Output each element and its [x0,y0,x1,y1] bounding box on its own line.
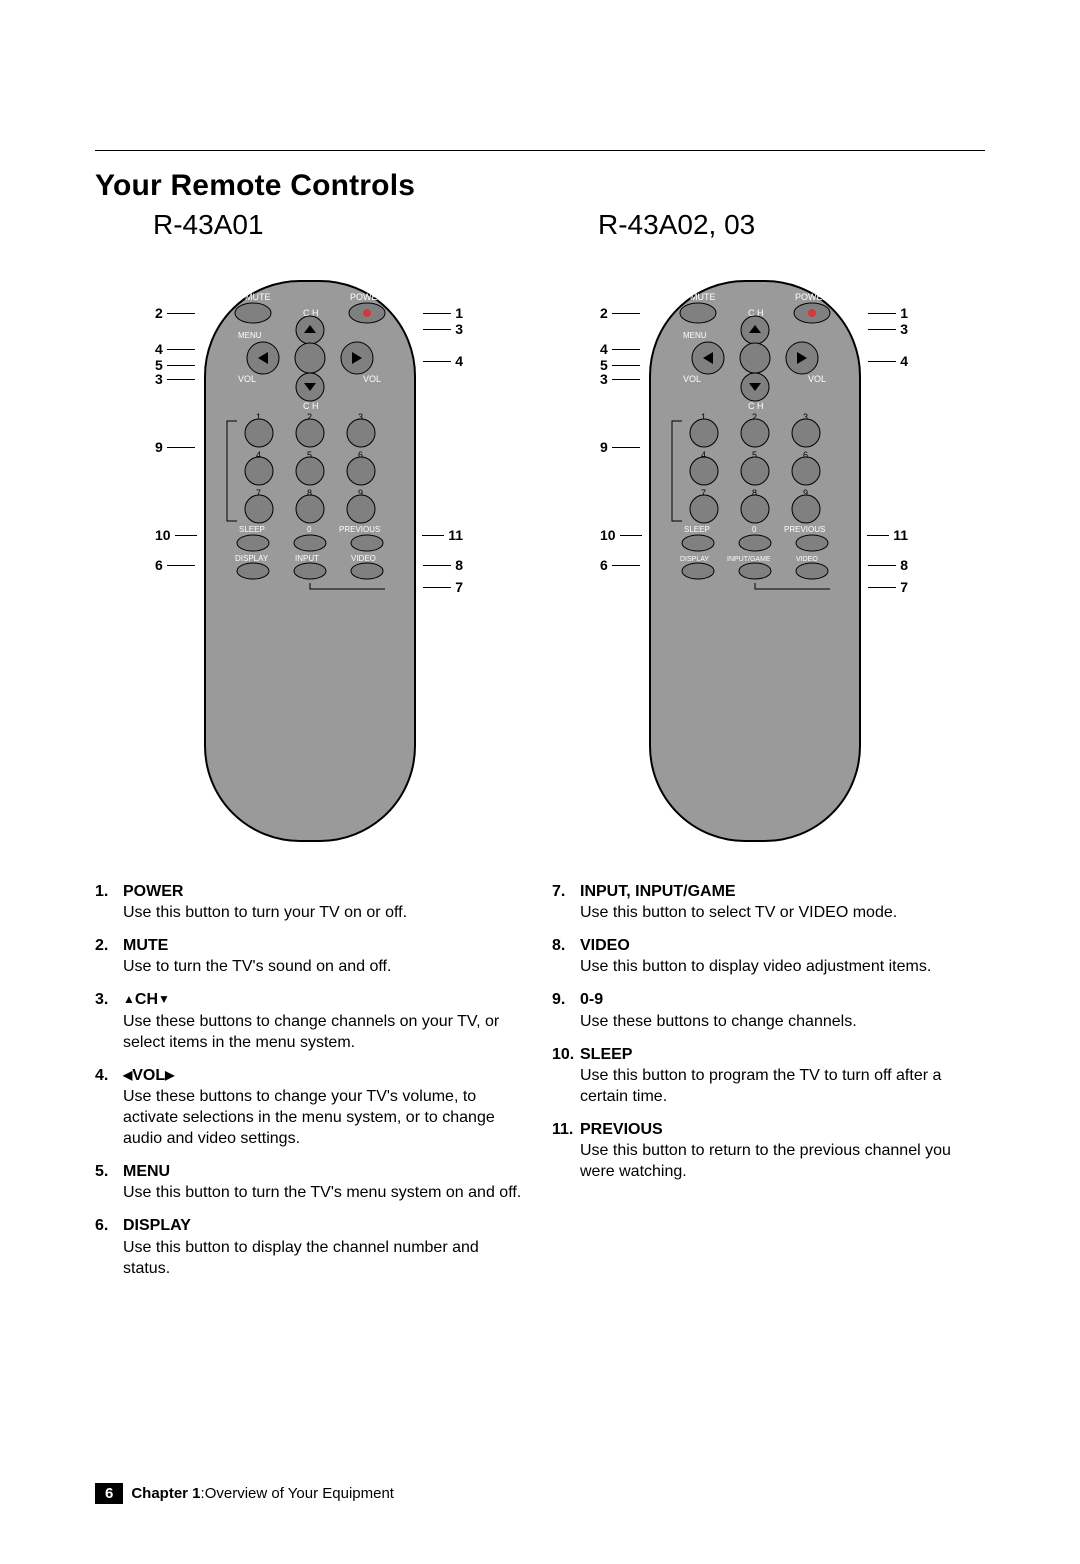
model-title-left: R-43A01 [95,209,540,241]
label-menu: MENU [238,331,262,340]
chapter-title: Overview of Your Equipment [205,1485,394,1502]
svg-text:PREVIOUS: PREVIOUS [784,525,825,534]
remote-diagram-left: 2 4 5 3 9 10 6 1 3 4 11 8 7 MUTE [95,261,525,861]
callout-3b: 3 [600,371,640,387]
top-rule [95,150,985,151]
desc-6: 6. DISPLAYUse this button to display the… [95,1215,528,1278]
svg-text:INPUT/GAME: INPUT/GAME [727,556,771,563]
callout-8b: 8 [868,557,908,573]
callout-2b: 2 [600,305,640,321]
svg-text:MUTE: MUTE [690,292,716,302]
model-col-right: R-43A02, 03 2 4 5 3 9 10 6 1 3 4 11 8 7 … [540,209,985,861]
callout-4r: 4 [423,353,463,369]
callout-2: 2 [155,305,195,321]
svg-text:VIDEO: VIDEO [351,554,376,563]
digit-grid: 1 2 3 4 5 6 7 8 [245,412,375,523]
desc-10: 10. SLEEPUse this button to program the … [552,1044,985,1107]
label-vol-l: VOL [238,374,256,384]
svg-text:SLEEP: SLEEP [239,525,265,534]
callout-7b: 7 [868,579,908,595]
svg-text:VIDEO: VIDEO [796,556,818,563]
desc-8: 8. VIDEOUse this button to display video… [552,935,985,977]
callout-4rb: 4 [868,353,908,369]
desc-11: 11. PREVIOUSUse this button to return to… [552,1119,985,1182]
models-row: R-43A01 2 4 5 3 9 10 6 1 3 4 11 8 7 [95,209,985,861]
desc-7: 7. INPUT, INPUT/GAMEUse this button to s… [552,881,985,923]
main-title: Your Remote Controls [95,169,985,203]
callout-1b: 1 [868,305,908,321]
callout-9: 9 [155,439,195,455]
svg-text:VOL: VOL [808,374,826,384]
desc-5: 5. MENUUse this button to turn the TV's … [95,1161,528,1203]
svg-text:DISPLAY: DISPLAY [680,556,709,563]
desc-1: 1. POWERUse this button to turn your TV … [95,881,528,923]
remote-diagram-right: 2 4 5 3 9 10 6 1 3 4 11 8 7 MUTE POWER [540,261,970,861]
label-vol-r: VOL [363,374,381,384]
svg-text:PREVIOUS: PREVIOUS [339,525,380,534]
svg-text:SLEEP: SLEEP [684,525,710,534]
svg-text:POWER: POWER [795,292,830,302]
label-ch-bot: C H [303,401,319,411]
label-power: POWER [350,292,385,302]
callout-11b: 11 [867,527,908,543]
desc-col-right: 7. INPUT, INPUT/GAMEUse this button to s… [552,881,985,1291]
page-footer: 6 Chapter 1 : Overview of Your Equipment [95,1483,394,1504]
callout-4: 4 [155,341,195,357]
svg-text:0: 0 [307,525,312,534]
model-col-left: R-43A01 2 4 5 3 9 10 6 1 3 4 11 8 7 [95,209,540,861]
chapter-label: Chapter 1 [131,1485,200,1502]
callout-8: 8 [423,557,463,573]
svg-text:C H: C H [748,401,764,411]
svg-text:DISPLAY: DISPLAY [235,554,269,563]
desc-3: 3. ▲CH▼Use these buttons to change chann… [95,989,528,1052]
callout-6: 6 [155,557,195,573]
callout-11: 11 [422,527,463,543]
descriptions: 1. POWERUse this button to turn your TV … [95,881,985,1291]
desc-9: 9. 0-9Use these buttons to change channe… [552,989,985,1031]
callout-3r: 3 [423,321,463,337]
mute-button [235,303,271,323]
menu-button [295,343,325,373]
desc-col-left: 1. POWERUse this button to turn your TV … [95,881,528,1291]
power-led [363,309,371,317]
callout-3: 3 [155,371,195,387]
desc-2: 2. MUTEUse to turn the TV's sound on and… [95,935,528,977]
label-mute: MUTE [245,292,271,302]
callout-4b: 4 [600,341,640,357]
callout-10: 10 [155,527,197,543]
svg-text:0: 0 [752,525,757,534]
callout-7: 7 [423,579,463,595]
page-content: Your Remote Controls R-43A01 2 4 5 3 9 1… [0,0,1080,1341]
model-title-right: R-43A02, 03 [540,209,985,241]
svg-text:INPUT: INPUT [295,554,319,563]
callout-9b: 9 [600,439,640,455]
callout-6b: 6 [600,557,640,573]
callout-1: 1 [423,305,463,321]
callout-10b: 10 [600,527,642,543]
page-number-badge: 6 [95,1483,123,1504]
svg-text:MENU: MENU [683,331,707,340]
callout-3rb: 3 [868,321,908,337]
desc-4: 4. ◀VOL▶Use these buttons to change your… [95,1065,528,1149]
svg-text:VOL: VOL [683,374,701,384]
